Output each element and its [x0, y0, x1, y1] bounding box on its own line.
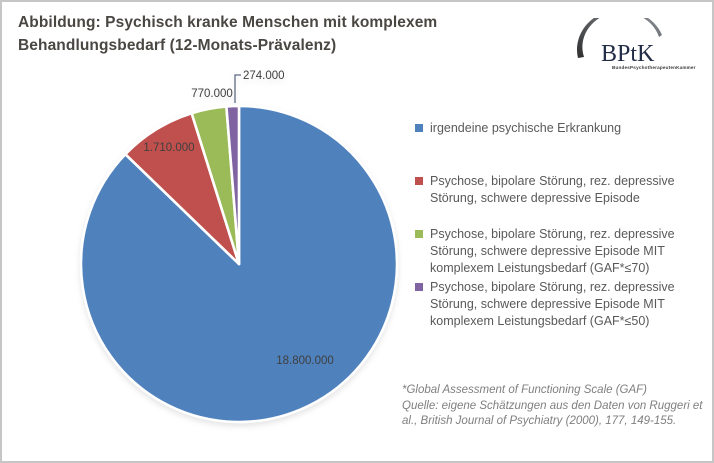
legend-label: Psychose, bipolare Störung, rez. depress… [430, 174, 675, 205]
legend-label: Psychose, bipolare Störung, rez. depress… [430, 280, 675, 328]
pie-value-label-1: 1.710.000 [143, 142, 194, 154]
pie-value-label-0: 18.800.000 [276, 355, 334, 367]
legend-item-any-mental-illness: irgendeine psychische Erkrankung [415, 120, 621, 137]
legend-swatch-green [415, 230, 423, 238]
legend-swatch-purple [415, 283, 423, 291]
label-leader-line [234, 74, 241, 103]
legend-label: Psychose, bipolare Störung, rez. depress… [430, 227, 675, 275]
legend-swatch-blue [415, 124, 423, 132]
legend-label: irgendeine psychische Erkrankung [430, 121, 622, 135]
bptk-logo: BPtK BundesPsychotherapeutenKammer [570, 18, 706, 76]
legend-item-severe-disorders: Psychose, bipolare Störung, rez. depress… [415, 173, 675, 207]
pie-slice-3 [225, 104, 241, 266]
legend-item-gaf70: Psychose, bipolare Störung, rez. depress… [415, 226, 675, 276]
legend-item-gaf50: Psychose, bipolare Störung, rez. depress… [415, 279, 675, 329]
source-footnote: *Global Assessment of Functioning Scale … [402, 384, 703, 427]
pie-value-label-3: 274.000 [243, 70, 285, 82]
chart-legend: irgendeine psychische Erkrankung Psychos… [415, 120, 711, 335]
figure-title: Abbildung: Psychisch kranke Menschen mit… [18, 14, 438, 54]
logo-acronym: BPtK [601, 41, 655, 67]
pie-chart: 18.800.000 1.710.000 770.000 274.000 [79, 70, 399, 424]
bptk-logo-graphic: BPtK BundesPsychotherapeutenKammer [577, 18, 696, 70]
pie-value-label-2: 770.000 [191, 88, 233, 100]
logo-subtitle: BundesPsychotherapeutenKammer [612, 65, 696, 70]
legend-swatch-red [415, 177, 423, 185]
